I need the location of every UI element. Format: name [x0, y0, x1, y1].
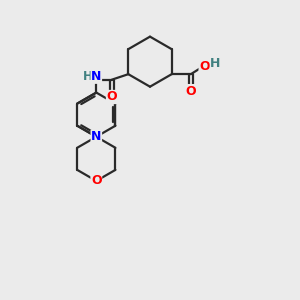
Text: H: H [83, 70, 93, 83]
Text: O: O [91, 174, 102, 188]
Text: O: O [106, 91, 117, 103]
Text: N: N [91, 70, 101, 83]
Text: H: H [210, 57, 221, 70]
Text: N: N [91, 130, 101, 143]
Text: O: O [185, 85, 196, 98]
Text: O: O [199, 60, 210, 73]
